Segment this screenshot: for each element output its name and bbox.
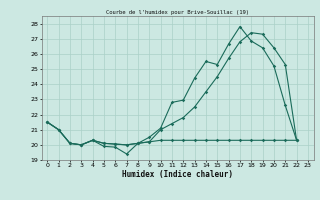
X-axis label: Humidex (Indice chaleur): Humidex (Indice chaleur): [122, 170, 233, 179]
Title: Courbe de l'humidex pour Brive-Souillac (19): Courbe de l'humidex pour Brive-Souillac …: [106, 10, 249, 15]
